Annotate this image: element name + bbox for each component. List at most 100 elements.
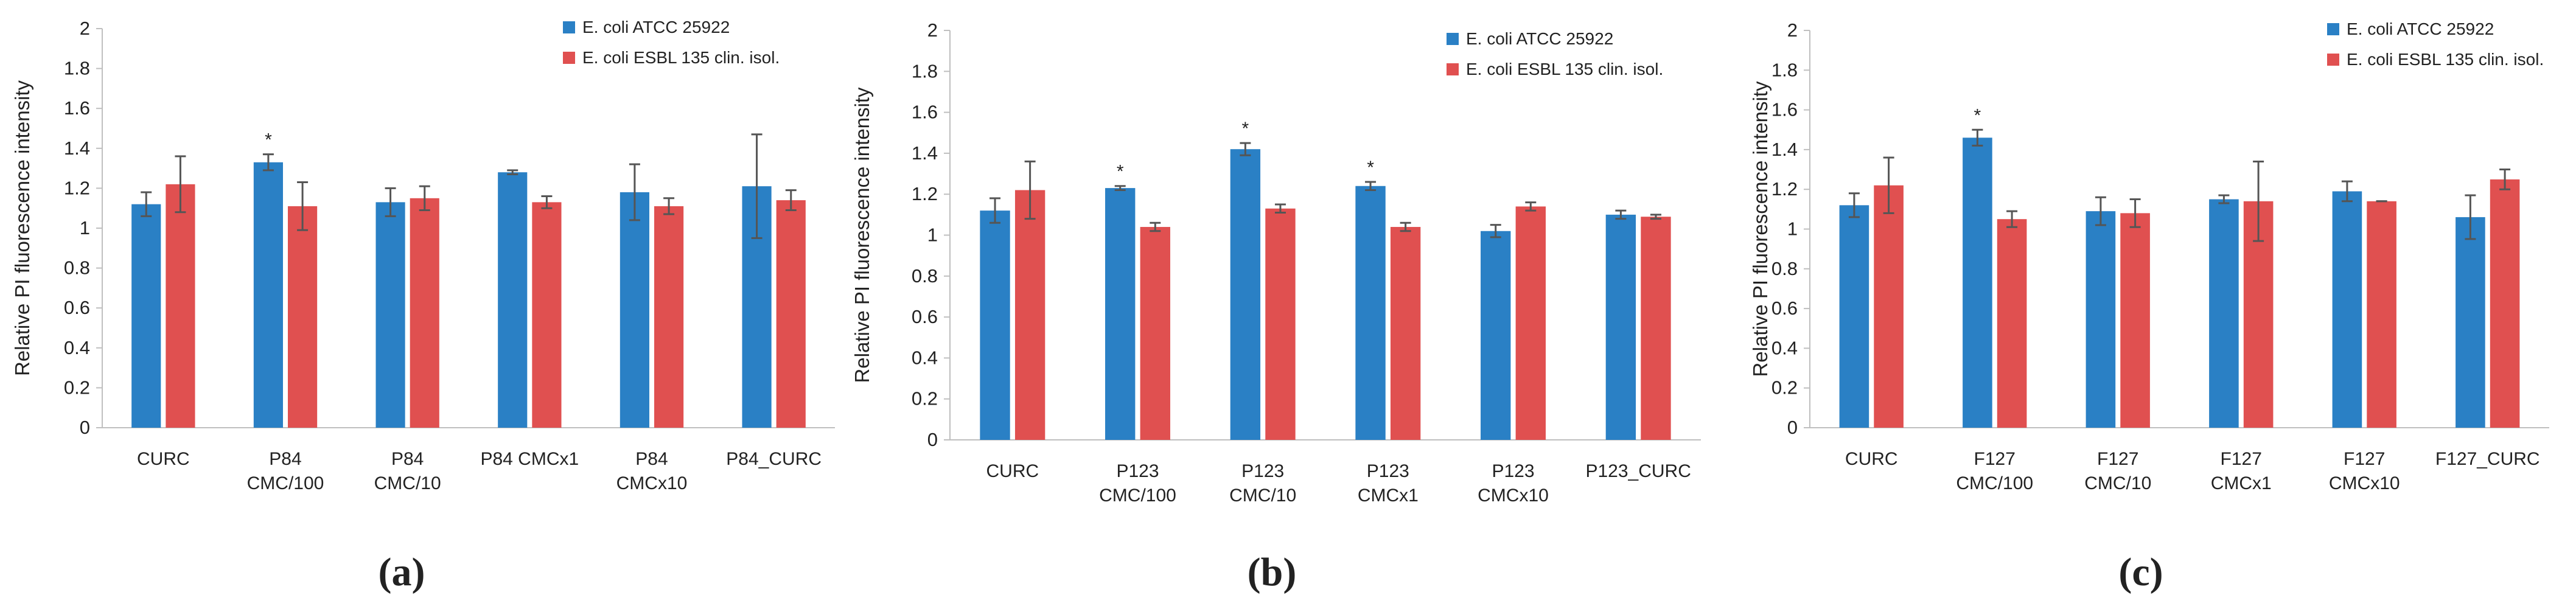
legend-label: E. coli ATCC 25922	[2347, 19, 2494, 38]
significance-asterisk: *	[1974, 105, 1981, 125]
bar-atcc	[1605, 214, 1636, 440]
legend-swatch-atcc	[2327, 23, 2339, 35]
y-tick-label: 0.6	[64, 297, 90, 318]
x-category-label: CMC/10	[1229, 485, 1296, 506]
x-category-label: F127	[2097, 449, 2138, 469]
bar-esbl	[1014, 190, 1045, 440]
x-category-label: CMCx1	[2211, 473, 2272, 493]
panel-label: (a)	[379, 550, 425, 594]
legend-swatch-esbl	[1447, 63, 1459, 75]
bar-atcc	[2086, 211, 2116, 428]
x-category-label: P123	[1241, 461, 1284, 481]
y-tick-label: 2	[1787, 19, 1798, 41]
x-category-label: CMCx10	[1478, 485, 1549, 506]
y-tick-label: 1.4	[912, 142, 938, 164]
x-category-label: CMCx1	[1358, 485, 1419, 506]
bar-atcc	[1355, 186, 1386, 440]
x-category-label: P84 CMCx1	[480, 449, 579, 469]
y-tick-label: 1.2	[64, 177, 90, 198]
x-category-label: CMC/10	[2084, 473, 2151, 493]
y-axis-title: Relative PI fluorescence intensity	[851, 87, 873, 383]
y-axis-title: Relative PI fluorescence intensity	[1749, 81, 1771, 377]
legend-swatch-esbl	[563, 52, 575, 64]
bar-esbl	[1997, 219, 2027, 428]
x-category-label: F127_CURC	[2435, 449, 2540, 469]
y-tick-label: 0	[927, 429, 938, 450]
bar-atcc	[620, 192, 649, 428]
bar-esbl	[2120, 213, 2150, 428]
bar-esbl	[410, 198, 439, 428]
bar-atcc	[498, 172, 528, 428]
legend-swatch-atcc	[563, 21, 575, 33]
significance-asterisk: *	[265, 130, 272, 150]
bar-esbl	[288, 206, 318, 428]
y-tick-label: 1.6	[1771, 99, 1798, 120]
bar-atcc	[1481, 231, 1511, 440]
bar-atcc	[2456, 217, 2485, 428]
bar-esbl	[532, 202, 562, 428]
x-category-label: P84	[635, 449, 668, 469]
panel-label: (c)	[2118, 550, 2163, 594]
bar-esbl	[1390, 227, 1421, 440]
y-tick-label: 1	[1787, 218, 1798, 240]
x-category-label: CMCx10	[2329, 473, 2400, 493]
x-category-label: P84	[391, 449, 424, 469]
chart-panel-3: 0 0.2 0.4 0.6 0.8 1 1.2 1.4 1.6 1.8 2 Relative PI f…	[1749, 19, 2549, 594]
bar-esbl	[2367, 201, 2396, 428]
bar-esbl	[1874, 185, 1904, 428]
y-tick-label: 0.2	[912, 388, 938, 409]
x-category-label: P84_CURC	[726, 449, 822, 469]
y-tick-label: 0.2	[1771, 377, 1798, 398]
legend-swatch-esbl	[2327, 54, 2339, 66]
bar-esbl	[1265, 208, 1296, 440]
bar-esbl	[1515, 206, 1546, 440]
legend-label: E. coli ESBL 135 clin. isol.	[582, 48, 780, 67]
y-tick-label: 1.2	[912, 183, 938, 204]
significance-asterisk: *	[1117, 162, 1124, 182]
bar-atcc	[1963, 137, 1992, 428]
legend-swatch-atcc	[1447, 33, 1459, 45]
y-tick-label: 0	[80, 417, 90, 438]
x-category-label: CMCx10	[616, 473, 688, 493]
bar-atcc	[375, 202, 405, 428]
x-category-label: F127	[2221, 449, 2262, 469]
y-tick-label: 1.4	[1771, 139, 1798, 160]
y-tick-label: 2	[80, 18, 90, 39]
x-category-label: CMC/10	[374, 473, 441, 493]
legend-label: E. coli ESBL 135 clin. isol.	[1466, 60, 1663, 78]
x-category-label: P84	[269, 449, 301, 469]
y-tick-label: 1.4	[64, 137, 90, 159]
significance-asterisk: *	[1367, 158, 1374, 178]
y-tick-label: 0.8	[64, 257, 90, 279]
chart-panel-2: 0 0.2 0.4 0.6 0.8 1 1.2 1.4 1.6 1.8 2 Relative PI f…	[851, 19, 1701, 594]
bar-esbl	[654, 206, 684, 428]
y-tick-label: 0.2	[64, 377, 90, 398]
bar-esbl	[776, 200, 806, 428]
x-category-label: CURC	[1845, 449, 1898, 469]
bar-atcc	[980, 211, 1010, 440]
bar-atcc	[131, 204, 161, 428]
y-tick-label: 0.4	[64, 337, 90, 358]
y-tick-label: 1.8	[64, 58, 90, 79]
legend-label: E. coli ESBL 135 clin. isol.	[2347, 50, 2544, 69]
y-tick-label: 0.8	[912, 265, 938, 287]
y-tick-label: 0.6	[912, 306, 938, 327]
bar-esbl	[1641, 217, 1671, 440]
y-tick-label: 1.8	[1771, 59, 1798, 80]
bar-atcc	[1839, 205, 1869, 428]
panel-label: (b)	[1248, 550, 1297, 594]
x-category-label: CURC	[137, 449, 190, 469]
y-tick-label: 0.4	[1771, 337, 1798, 358]
x-category-label: CURC	[986, 461, 1039, 481]
x-category-label: P123_CURC	[1585, 461, 1691, 481]
y-tick-label: 0.8	[1771, 258, 1798, 279]
x-category-label: F127	[2344, 449, 2385, 469]
x-category-label: CMC/100	[1099, 485, 1176, 506]
y-tick-label: 0	[1787, 417, 1798, 438]
y-tick-label: 1.8	[912, 60, 938, 82]
y-tick-label: 2	[927, 19, 938, 41]
y-tick-label: 0.4	[912, 347, 938, 368]
x-category-label: P123	[1367, 461, 1409, 481]
chart-panel-1: 0 0.2 0.4 0.6 0.8 1 1.2 1.4 1.6 1.8 2 Relative PI f…	[11, 18, 835, 594]
